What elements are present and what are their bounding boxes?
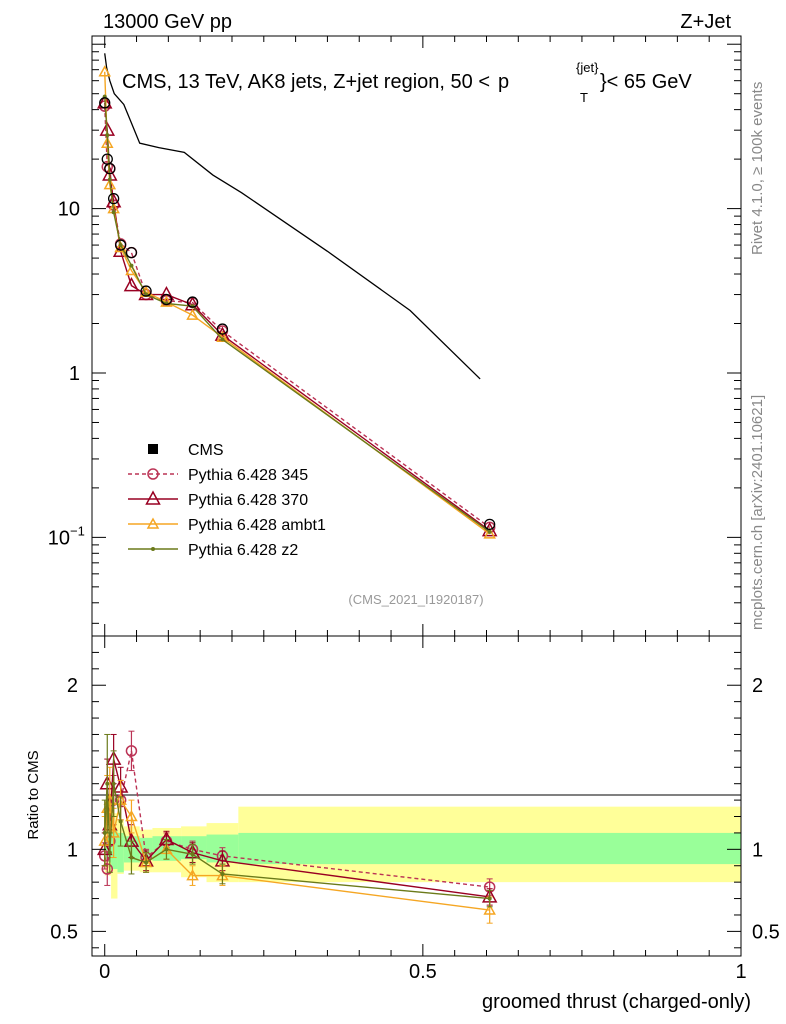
svg-text:CMS, 13 TeV, AK8 jets, Z+jet r: CMS, 13 TeV, AK8 jets, Z+jet region, 50 …	[122, 71, 509, 93]
ratio-tick-label-left: 0.5	[50, 921, 78, 943]
ratio-point	[101, 863, 114, 875]
title-sup: {jet}	[576, 60, 599, 75]
series-point	[123, 277, 140, 292]
main-reference-line	[104, 53, 481, 380]
ratio-point	[190, 852, 195, 857]
x-tick-label: 1	[735, 961, 746, 983]
series-point	[118, 243, 123, 248]
series-point	[107, 177, 112, 182]
y-tick-label-exponent: −1	[70, 523, 85, 538]
side-label-bottom: mcplots.cern.ch [arXiv:2401.10621]	[749, 395, 766, 630]
x-tick-labels: 0 0.5 1	[99, 961, 746, 983]
series-point	[114, 240, 127, 253]
ratio-point	[164, 847, 169, 852]
cms-point	[99, 97, 111, 109]
legend-label: Pythia 6.428 ambt1	[188, 517, 326, 534]
ratio-band-stat	[117, 832, 124, 873]
series-point	[158, 285, 175, 301]
side-label-top: Rivet 4.1.0, ≥ 100k events	[749, 82, 766, 255]
legend-marker	[147, 468, 159, 480]
title-main: CMS, 13 TeV, AK8 jets, Z+jet region, 50 …	[122, 71, 490, 93]
title-end: }< 65 GeV	[600, 71, 692, 93]
ratio-point	[186, 869, 199, 881]
y-tick-label: 10	[58, 199, 80, 221]
ratio-band-stat	[238, 832, 741, 865]
series-point	[487, 529, 492, 534]
ratio-ylabel: Ratio to CMS	[25, 750, 42, 839]
ratio-series	[96, 730, 498, 924]
ratio-tick-label-left: 2	[67, 675, 78, 697]
series-point	[103, 178, 117, 190]
legend-label: Pythia 6.428 345	[188, 467, 308, 484]
legend-label: Pythia 6.428 z2	[188, 542, 298, 559]
cms-point	[107, 192, 120, 205]
cms-point	[125, 246, 138, 259]
cms-point	[484, 518, 496, 531]
series-point	[105, 133, 110, 138]
y-tick-label: 10	[48, 527, 70, 549]
ratio-point	[125, 809, 138, 822]
cms-point	[160, 293, 173, 306]
x-tick-label: 0.5	[409, 961, 437, 983]
cms-point	[186, 296, 199, 308]
y-tick-label: 1	[69, 363, 80, 385]
series-point	[129, 263, 134, 268]
series-point	[483, 527, 496, 539]
ratio-point	[107, 850, 112, 855]
legend-label: CMS	[188, 442, 224, 459]
x-axis-label: groomed thrust (charged-only)	[482, 991, 751, 1013]
legend-marker	[146, 517, 160, 529]
ratio-point	[125, 745, 138, 757]
analysis-id: (CMS_2021_I1920187)	[348, 592, 483, 607]
cms-point	[140, 285, 152, 297]
ratio-point	[220, 871, 225, 876]
legend-label: Pythia 6.428 370	[188, 492, 308, 509]
cms-point	[104, 163, 116, 175]
title-sub: T	[580, 90, 588, 105]
series-point	[111, 210, 116, 215]
series-point	[98, 65, 112, 77]
ratio-tick-label-right: 2	[752, 675, 763, 697]
series-point	[186, 308, 199, 320]
ratio-point	[129, 855, 134, 860]
legend: CMS Pythia 6.428 345 Pythia 6.428 370 Pythi…	[128, 442, 326, 559]
reference-line	[104, 53, 481, 380]
legend-marker	[145, 490, 161, 505]
ratio-frame	[91, 635, 742, 957]
header-left: 13000 GeV pp	[103, 11, 232, 33]
ratio-tick-label-right: 1	[752, 839, 763, 861]
ratio-point	[118, 819, 123, 824]
main-cms-points	[99, 97, 496, 531]
ratio-band-stat	[111, 829, 118, 870]
cms-point	[216, 323, 229, 335]
legend-marker	[148, 444, 158, 454]
cms-point	[114, 239, 127, 251]
series-line	[104, 106, 491, 528]
ratio-point	[111, 781, 116, 786]
x-tick-label: 0	[99, 961, 110, 983]
ratio-tick-label-right: 0.5	[752, 921, 780, 943]
ratio-point	[487, 896, 492, 901]
series-point	[220, 337, 225, 342]
chart-title: CMS, 13 TeV, AK8 jets, Z+jet region, 50 …	[122, 60, 692, 105]
ratio-ticks: 0.5 0.5 1 1 2 2	[50, 636, 780, 956]
title-p: p	[498, 71, 509, 93]
legend-marker	[151, 547, 155, 551]
ratio-point	[144, 860, 149, 865]
ratio-bands	[104, 806, 741, 899]
header-right: Z+Jet	[680, 11, 731, 33]
ratio-panel: 0.5 0.5 1 1 2 2 Ratio to CMS	[25, 635, 780, 957]
ratio-line	[104, 750, 490, 888]
ratio-point	[483, 903, 496, 915]
ratio-point	[105, 781, 110, 786]
ratio-tick-label-left: 1	[67, 839, 78, 861]
